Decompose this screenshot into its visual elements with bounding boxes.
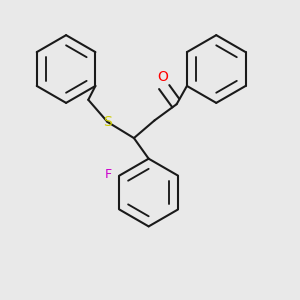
Text: S: S [103, 115, 112, 129]
Text: O: O [157, 70, 168, 84]
Text: F: F [105, 168, 112, 181]
